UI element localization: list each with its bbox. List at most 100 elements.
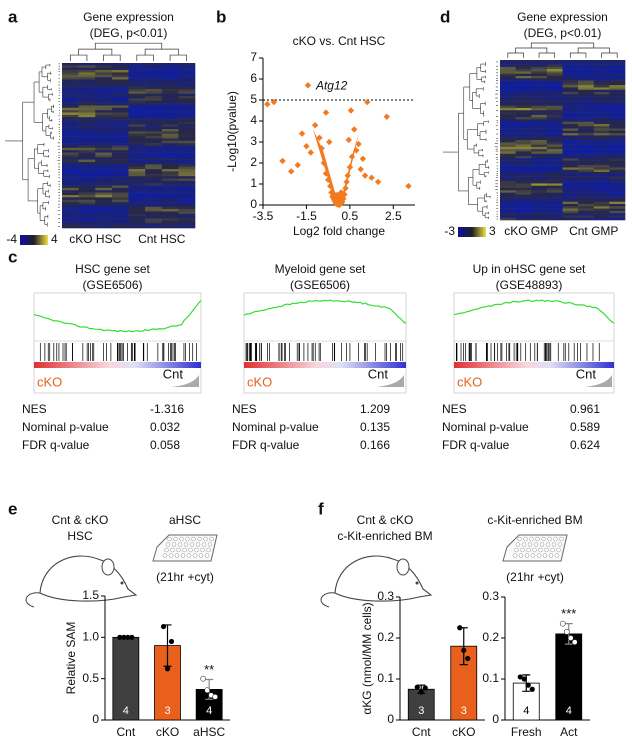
heatmap-cell <box>128 185 146 189</box>
heatmap-cell <box>562 119 579 123</box>
heatmap-cell <box>515 62 532 65</box>
heatmap-cell <box>531 144 548 148</box>
heatmap-cell <box>62 70 79 73</box>
heatmap-cell <box>145 150 163 153</box>
heatmap-cell <box>111 185 129 189</box>
heatmap-cell <box>546 137 563 141</box>
heatmap-cell <box>161 105 179 109</box>
heatmap-cell <box>128 117 146 120</box>
data-point <box>164 666 171 672</box>
panel-letter: b <box>216 7 226 26</box>
heatmap-cell <box>111 79 129 83</box>
heatmap-cell <box>111 197 129 201</box>
heatmap-cell <box>500 124 516 127</box>
heatmap-cell <box>95 124 113 127</box>
ranked-metric <box>42 375 199 387</box>
heatmap-cell <box>531 213 548 216</box>
heatmap-cell <box>562 135 579 139</box>
heatmap-cell <box>546 117 563 120</box>
heatmap-cell <box>500 153 516 157</box>
heatmap-cell <box>531 126 548 129</box>
heatmap-cell <box>95 74 113 78</box>
x-tick-label: Cnt <box>412 725 431 739</box>
heatmap-cell <box>62 100 79 104</box>
heatmap-cell <box>500 105 516 109</box>
heatmap-cell <box>78 77 96 80</box>
heatmap-cell <box>546 94 563 97</box>
heatmap-cell <box>500 188 516 191</box>
plate-label: aHSC <box>169 513 201 527</box>
heatmap-cell <box>161 138 179 142</box>
enrichment-curve <box>243 299 407 324</box>
stat-label: NES <box>22 402 47 416</box>
heatmap-cell <box>128 84 146 87</box>
heatmap-cell <box>531 197 548 200</box>
plate-well <box>512 553 518 558</box>
heatmap-cell <box>531 174 548 177</box>
heatmap-cell <box>546 160 563 164</box>
heatmap-cell <box>546 128 563 132</box>
heatmap-cell <box>546 174 563 177</box>
heatmap-cell <box>546 176 563 180</box>
heatmap-cell <box>562 80 579 84</box>
heatmap-cell <box>78 105 96 109</box>
dendrogram <box>94 42 163 50</box>
heatmap-cell <box>78 190 96 193</box>
heatmap-cell <box>161 91 179 94</box>
plate-well <box>192 553 198 558</box>
chart-title: HSC gene set <box>75 262 150 276</box>
heatmap-cell <box>145 220 163 224</box>
heatmap-cell <box>178 150 196 153</box>
heatmap-cell <box>62 81 79 85</box>
heatmap-cell <box>62 126 79 130</box>
heatmap-cell <box>578 156 595 159</box>
heatmap-cell <box>128 129 146 132</box>
heatmap-cell <box>515 192 532 196</box>
heatmap-cell <box>500 78 516 81</box>
heatmap-cell <box>128 173 146 177</box>
heatmap-cell <box>609 135 626 139</box>
heatmap-cell <box>78 138 96 142</box>
heatmap-cell <box>609 121 626 125</box>
data-point <box>304 82 312 89</box>
heatmap-cell <box>111 216 129 219</box>
heatmap-cell <box>95 67 113 71</box>
condition-label: (21hr +cyt) <box>156 570 214 584</box>
heatmap-cell <box>609 178 626 182</box>
heatmap-cell <box>161 166 179 170</box>
mouse-tail <box>25 592 41 608</box>
heatmap-cell <box>500 149 516 152</box>
heatmap-cell <box>500 217 516 221</box>
heatmap-cell <box>178 98 196 102</box>
heatmap-cell <box>111 140 129 144</box>
heatmap-cell <box>78 114 96 118</box>
heatmap-cell <box>62 147 79 151</box>
heatmap-cell <box>161 70 179 73</box>
heatmap-cell <box>62 145 79 149</box>
heatmap-cell <box>515 142 532 145</box>
heatmap-cell <box>609 215 626 219</box>
heatmap-cell <box>578 76 595 79</box>
heatmap-cell <box>178 86 196 90</box>
y-axis-label: αKG (nmol/MM cells) <box>360 602 374 714</box>
plate-well <box>557 542 563 547</box>
data-point <box>347 107 355 114</box>
heatmap-cell <box>609 117 626 120</box>
plate-well <box>518 553 524 558</box>
plate-well <box>179 536 184 542</box>
heatmap-cell <box>515 128 532 132</box>
group-label: cKO <box>37 374 62 389</box>
x-tick-label: 0.5 <box>342 209 359 223</box>
heatmap-cell <box>95 65 113 69</box>
heatmap-cell <box>515 210 532 214</box>
heatmap-cell <box>128 225 146 229</box>
heatmap-cell <box>62 192 79 196</box>
heatmap-cell <box>609 176 626 180</box>
heatmap-cell <box>178 162 196 165</box>
heatmap-cell <box>546 110 563 113</box>
heatmap-cell <box>145 154 163 158</box>
heatmap-cell <box>515 178 532 182</box>
plate-well <box>186 553 192 558</box>
stat-value: -1.316 <box>150 402 184 416</box>
heatmap-cell <box>546 78 563 81</box>
